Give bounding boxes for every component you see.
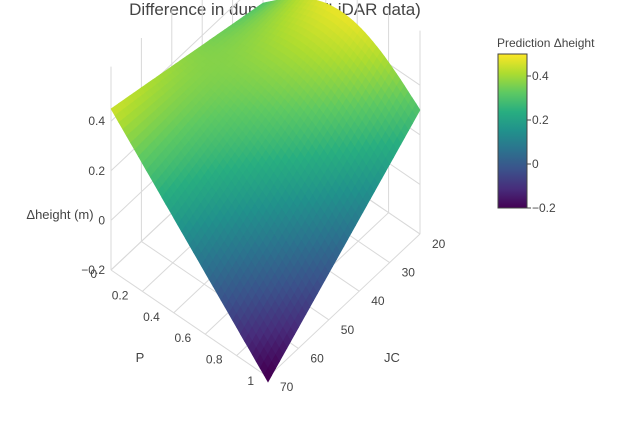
z-tick-label: −0.2	[81, 263, 105, 277]
y-tick-label: 40	[371, 294, 385, 308]
y-axis-label: JC	[384, 350, 400, 365]
colorbar-tick-label: 0.2	[532, 113, 549, 127]
z-axis-label: Δheight (m)	[26, 207, 93, 222]
x-tick-label: 0.6	[175, 331, 192, 345]
x-tick-label: 0.4	[143, 310, 160, 324]
colorbar-tick-label: 0.4	[532, 69, 549, 83]
colorbar: Prediction Δheight 0.4 0.2 0 −0.2	[497, 36, 595, 215]
grid-line	[267, 233, 421, 378]
colorbar-tick-label: −0.2	[532, 201, 556, 215]
grid-line	[110, 269, 269, 378]
y-tick-label: 20	[432, 237, 446, 251]
x-tick-label: 0.8	[206, 353, 223, 367]
z-tick-label: 0.4	[88, 114, 105, 128]
z-tick-label: 0.2	[88, 164, 105, 178]
surface-plot	[110, 0, 421, 383]
x-tick-label: 0	[90, 267, 97, 281]
y-tick-label: 50	[341, 323, 355, 337]
colorbar-gradient	[497, 53, 528, 209]
z-tick-label: 0	[98, 213, 105, 227]
x-tick-label: 1	[247, 374, 254, 388]
y-tick-label: 60	[310, 351, 324, 365]
colorbar-tick-label: 0	[532, 157, 539, 171]
colorbar-title: Prediction Δheight	[497, 36, 595, 50]
x-axis-label: P	[136, 350, 145, 365]
surface-cell	[263, 367, 273, 383]
x-tick-label: 0.2	[112, 288, 129, 302]
y-tick-label: 30	[402, 266, 416, 280]
y-tick-label: 70	[280, 380, 294, 394]
